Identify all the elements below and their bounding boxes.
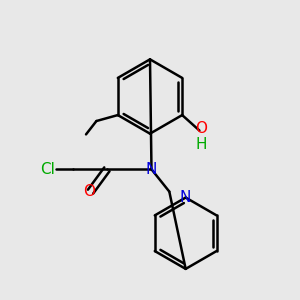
Text: H: H <box>195 137 207 152</box>
Text: N: N <box>146 162 157 177</box>
Text: O: O <box>195 121 207 136</box>
Text: Cl: Cl <box>40 162 55 177</box>
Text: O: O <box>83 184 95 199</box>
Text: N: N <box>180 190 191 205</box>
